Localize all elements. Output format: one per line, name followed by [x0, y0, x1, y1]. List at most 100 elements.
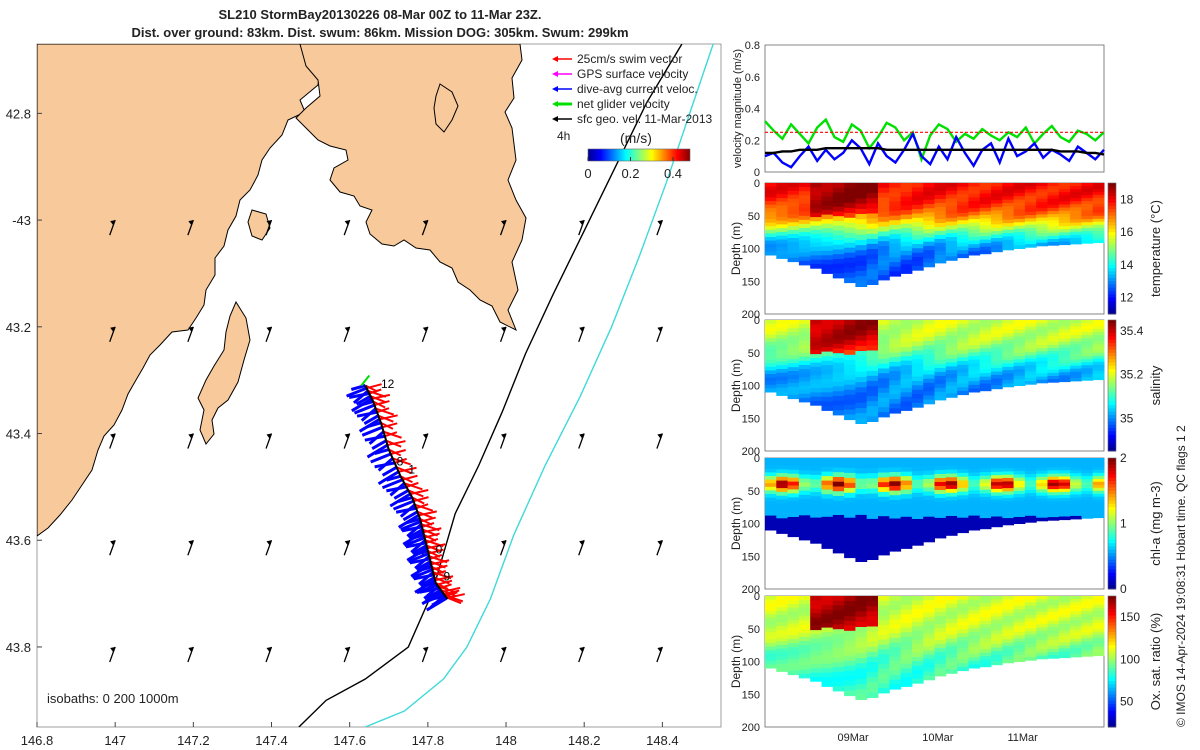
y-tick-label: -43 — [12, 213, 31, 228]
swim-vector — [428, 548, 444, 555]
depth-axis-label: Depth (m) — [729, 359, 743, 412]
x-tick-label: 147.6 — [333, 733, 366, 748]
legend-entry: sfc geo. vel. 11-Mar-2013 — [552, 112, 713, 126]
geo-vector-arrow — [343, 433, 351, 449]
dive-avg-vector — [417, 565, 433, 573]
dive-avg-vector — [421, 581, 437, 589]
swim-vector — [425, 537, 439, 544]
dive-avg-vector — [411, 568, 433, 579]
section-panel: 0 50 100 150 200 Depth (m) 35 35.2 35.4 salinity — [729, 315, 1163, 458]
swim-vector — [370, 395, 386, 404]
velocity-series-line — [764, 117, 1105, 163]
dive-avg-vector — [366, 421, 382, 429]
track-day-label: 1 — [408, 463, 415, 477]
dive-avg-vector — [366, 443, 389, 459]
swim-vector — [443, 589, 460, 596]
track-line — [364, 385, 449, 600]
dive-avg-vector — [409, 557, 431, 565]
geo-vector-arrow — [499, 540, 507, 556]
swim-vector — [434, 575, 454, 582]
geo-vector-arrow — [656, 326, 663, 343]
geo-vector-arrow — [499, 433, 507, 449]
geo-vector-arrow — [578, 326, 585, 343]
colorbar-tick-label: 35.4 — [1120, 324, 1144, 338]
depth-tick-label: 0 — [754, 453, 760, 465]
swim-vector — [432, 564, 448, 571]
depth-tick-label: 150 — [742, 689, 760, 701]
velocity-y-tick-label: 0 — [754, 167, 760, 179]
geo-vector-arrow — [421, 326, 429, 343]
dive-avg-vector — [356, 410, 378, 418]
velocity-y-tick-label: 0.6 — [745, 72, 760, 84]
swim-vector — [433, 569, 447, 576]
swim-vector — [394, 457, 407, 464]
swim-vector — [445, 591, 458, 598]
swim-vector — [384, 431, 398, 438]
swim-vector — [402, 474, 418, 481]
geo-vector-arrow — [109, 540, 116, 556]
colorbar-tick-label: 1 — [1120, 517, 1127, 531]
net-velocity-vector — [360, 374, 371, 387]
isobath-200m — [298, 44, 683, 727]
geo-vector-arrow — [265, 433, 273, 449]
swim-vector — [387, 440, 406, 447]
dive-avg-vector — [361, 425, 383, 437]
colorbar-tick-label: 35 — [1120, 411, 1134, 425]
swim-vector — [420, 516, 436, 523]
track-day-label: 12 — [381, 377, 395, 391]
dive-avg-vector — [402, 510, 419, 522]
svg-text:dive-avg current veloc.: dive-avg current veloc. — [577, 82, 698, 96]
swim-vector — [376, 407, 390, 414]
colorbar-tick-label: 0.2 — [621, 166, 639, 181]
depth-tick-label: 200 — [742, 722, 760, 734]
velocity-y-tick-label: 0.4 — [745, 104, 760, 116]
depth-tick-label: 150 — [742, 551, 760, 563]
glider-track: 12 81 09 — [346, 374, 465, 612]
swim-vector — [426, 543, 446, 550]
section-colorbar-label: temperature (°C) — [1148, 200, 1163, 297]
velocity-series-line — [765, 146, 1105, 156]
dive-avg-vector — [409, 533, 425, 541]
depth-tick-label: 200 — [742, 446, 760, 458]
geo-vector-arrow — [109, 646, 116, 663]
swim-vector — [415, 503, 429, 510]
depth-tick-label: 0 — [754, 178, 760, 190]
time-tick-label: 11Mar — [1007, 732, 1038, 744]
swim-vector — [404, 482, 423, 491]
depth-tick-label: 100 — [742, 519, 760, 531]
track-day-label: 8 — [397, 455, 404, 469]
geo-vector-arrow — [187, 646, 194, 663]
svg-text:sfc geo. vel. 11-Mar-2013: sfc geo. vel. 11-Mar-2013 — [577, 112, 713, 126]
dive-avg-vector — [363, 414, 380, 426]
geo-vector-arrow — [421, 219, 429, 236]
velocity-series-line — [764, 131, 1105, 169]
geo-vector-arrow — [343, 326, 351, 343]
colorbar-tick-label: 2 — [1120, 451, 1127, 465]
swim-vector — [390, 449, 406, 455]
geo-vector-arrow — [187, 326, 194, 343]
dive-avg-vector — [419, 576, 436, 587]
chart-title-line2: Dist. over ground: 83km. Dist. swum: 86k… — [131, 25, 629, 40]
dive-avg-vector — [413, 573, 435, 581]
depth-axis-label: Depth (m) — [729, 497, 743, 550]
geo-vector-arrow — [343, 646, 351, 663]
dive-avg-vector — [348, 392, 370, 399]
swim-vector — [423, 527, 442, 534]
swim-vector — [410, 489, 429, 495]
land-maria-island — [433, 83, 459, 133]
geo-vector-arrow — [109, 326, 116, 343]
section-colorbar-label: chl-a (mg m-3) — [1148, 481, 1163, 566]
dive-avg-vector — [400, 520, 422, 531]
x-tick-label: 147.4 — [255, 733, 288, 748]
dive-avg-vector — [364, 434, 386, 442]
y-tick-label: 43.4 — [6, 427, 31, 442]
dive-avg-vector — [392, 499, 415, 511]
depth-tick-label: 0 — [754, 315, 760, 327]
x-tick-label: 147.8 — [412, 733, 445, 748]
dive-avg-vector — [405, 517, 421, 525]
swim-vector — [371, 393, 391, 400]
section-colorbar-label: salinity — [1148, 365, 1163, 405]
